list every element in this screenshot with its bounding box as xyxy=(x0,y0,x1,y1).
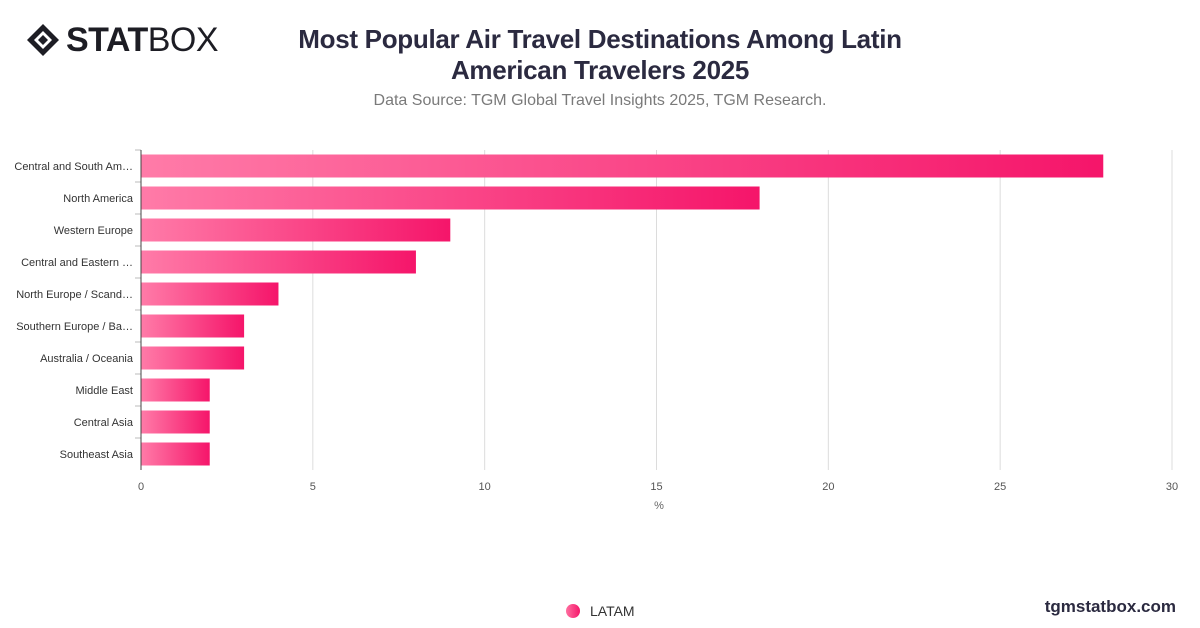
logo-text: STATBOX xyxy=(66,21,219,59)
bar xyxy=(141,218,451,242)
bar xyxy=(141,282,279,306)
x-tick-label: 30 xyxy=(1166,481,1178,493)
x-tick-label: 10 xyxy=(479,481,491,493)
bar xyxy=(141,186,760,210)
statbox-logo: STATBOX xyxy=(26,21,219,59)
bar xyxy=(141,154,1104,178)
legend[interactable]: LATAM xyxy=(566,602,635,620)
logo-text-bold: STAT xyxy=(66,21,148,59)
logo-text-light: BOX xyxy=(147,21,219,59)
bar xyxy=(141,378,210,402)
y-category-label: Australia / Oceania xyxy=(40,353,134,365)
x-axis-title: % xyxy=(654,500,664,512)
x-tick-label: 15 xyxy=(650,481,662,493)
logo-diamond-icon xyxy=(27,24,59,56)
footer-site: tgmstatbox.com xyxy=(1044,597,1176,616)
bar xyxy=(141,346,245,370)
chart-subtitle: Data Source: TGM Global Travel Insights … xyxy=(373,92,827,109)
y-category-label: Central and Eastern … xyxy=(21,257,133,269)
bar xyxy=(141,250,416,274)
bar xyxy=(141,314,245,338)
y-category-label: Southeast Asia xyxy=(60,449,134,461)
x-tick-label: 20 xyxy=(822,481,834,493)
y-category-label: Western Europe xyxy=(54,225,133,237)
y-category-label: Southern Europe / Ba… xyxy=(16,321,133,333)
x-tick-label: 5 xyxy=(310,481,316,493)
y-category-label: North America xyxy=(63,193,134,205)
y-category-label: North Europe / Scand… xyxy=(16,289,133,301)
legend-label: LATAM xyxy=(590,603,635,619)
x-tick-label: 25 xyxy=(994,481,1006,493)
legend-marker xyxy=(566,604,580,618)
x-tick-label: 0 xyxy=(138,481,144,493)
bar xyxy=(141,410,210,434)
y-category-label: Central and South Am… xyxy=(14,161,133,173)
chart-title: Most Popular Air Travel Destinations Amo… xyxy=(298,24,902,85)
y-category-label: Middle East xyxy=(76,385,133,397)
y-category-label: Central Asia xyxy=(74,417,134,429)
bar xyxy=(141,442,210,466)
